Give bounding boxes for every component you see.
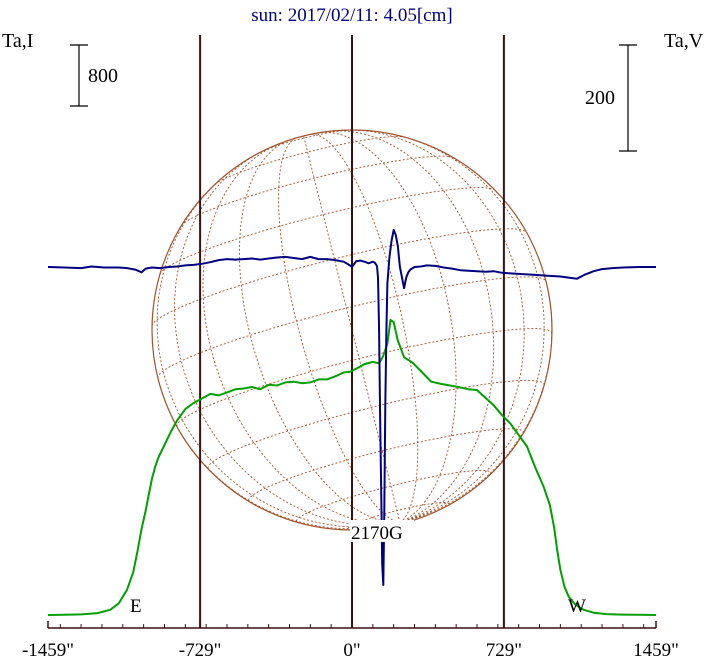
x-tick-label: -729" xyxy=(179,640,222,661)
latitude-line xyxy=(151,228,528,327)
scale-bar-right-label: 200 xyxy=(585,87,615,109)
intensity-line xyxy=(47,318,657,616)
longitude-line xyxy=(310,133,419,524)
x-tick-label: 1459" xyxy=(633,640,679,661)
scale-bar-right: 200 xyxy=(585,44,637,152)
y-axis-label-left: Ta,I xyxy=(2,30,33,52)
longitude-line xyxy=(202,142,401,525)
longitude-line xyxy=(383,132,545,524)
longitude-line xyxy=(399,281,553,524)
polarization-line xyxy=(47,228,656,586)
longitude-line xyxy=(317,131,457,524)
latitude-line xyxy=(248,428,524,501)
latitude-line xyxy=(207,379,545,469)
scale-bar-left-label: 800 xyxy=(88,65,118,87)
latitude-line xyxy=(214,136,405,185)
scale-bar-left: 800 xyxy=(70,44,118,107)
latitude-line xyxy=(296,469,492,522)
sunspot-annotation: 2170G xyxy=(351,523,403,544)
west-limb-label: W xyxy=(568,596,586,617)
longitude-line xyxy=(278,137,401,524)
latitude-line xyxy=(181,155,454,226)
latitude-line xyxy=(157,276,547,379)
latitude-line xyxy=(259,129,351,153)
east-limb-label: E xyxy=(130,596,142,617)
chart-title: sun: 2017/02/11: 4.05[cm] xyxy=(251,5,452,26)
x-tick-label: -1459" xyxy=(22,640,74,661)
y-axis-label-right: Ta,V xyxy=(664,30,704,52)
series-lines xyxy=(47,228,657,616)
longitude-line xyxy=(157,378,401,530)
longitude-line xyxy=(327,130,495,524)
latitude-line xyxy=(176,328,553,427)
solar-disk-grid xyxy=(151,129,553,531)
longitude-line xyxy=(156,170,401,528)
x-tick-label: 0" xyxy=(343,640,360,661)
x-axis-ticks: -1459" -729" 0" 729" 1459" xyxy=(22,621,679,661)
longitude-line xyxy=(239,139,401,524)
longitude-line xyxy=(345,129,525,524)
latitude-line xyxy=(159,187,496,275)
x-tick-label: 729" xyxy=(486,640,522,661)
